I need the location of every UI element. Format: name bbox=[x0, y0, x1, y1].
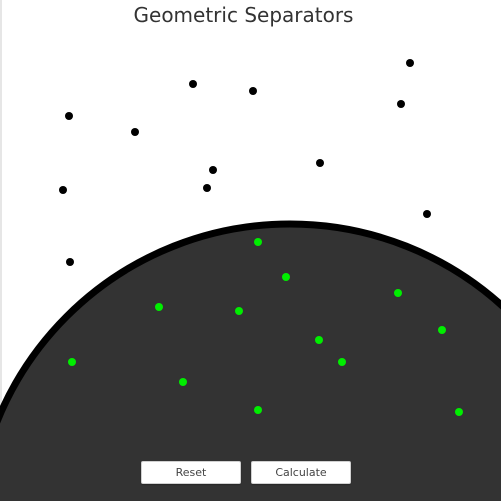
inside-point bbox=[455, 408, 463, 416]
inside-point bbox=[438, 326, 446, 334]
inside-point bbox=[179, 378, 187, 386]
inside-point bbox=[155, 303, 163, 311]
outside-point bbox=[249, 87, 257, 95]
reset-button[interactable]: Reset bbox=[141, 461, 241, 484]
inside-point bbox=[394, 289, 402, 297]
inside-point bbox=[254, 238, 262, 246]
window-left-edge bbox=[0, 0, 2, 501]
outside-point bbox=[423, 210, 431, 218]
outside-point bbox=[316, 159, 324, 167]
inside-point bbox=[282, 273, 290, 281]
points-layer bbox=[59, 59, 463, 416]
inside-point bbox=[235, 307, 243, 315]
page-title: Geometric Separators bbox=[133, 3, 354, 27]
outside-point bbox=[131, 128, 139, 136]
inside-point bbox=[315, 336, 323, 344]
outside-point bbox=[66, 258, 74, 266]
outside-point bbox=[397, 100, 405, 108]
outside-point bbox=[65, 112, 73, 120]
outside-point bbox=[203, 184, 211, 192]
inside-point bbox=[338, 358, 346, 366]
outside-point bbox=[189, 80, 197, 88]
outside-point bbox=[59, 186, 67, 194]
calculate-button[interactable]: Calculate bbox=[251, 461, 351, 484]
outside-point bbox=[406, 59, 414, 67]
inside-point bbox=[68, 358, 76, 366]
inside-point bbox=[254, 406, 262, 414]
outside-point bbox=[209, 166, 217, 174]
separator-circle bbox=[0, 220, 501, 501]
